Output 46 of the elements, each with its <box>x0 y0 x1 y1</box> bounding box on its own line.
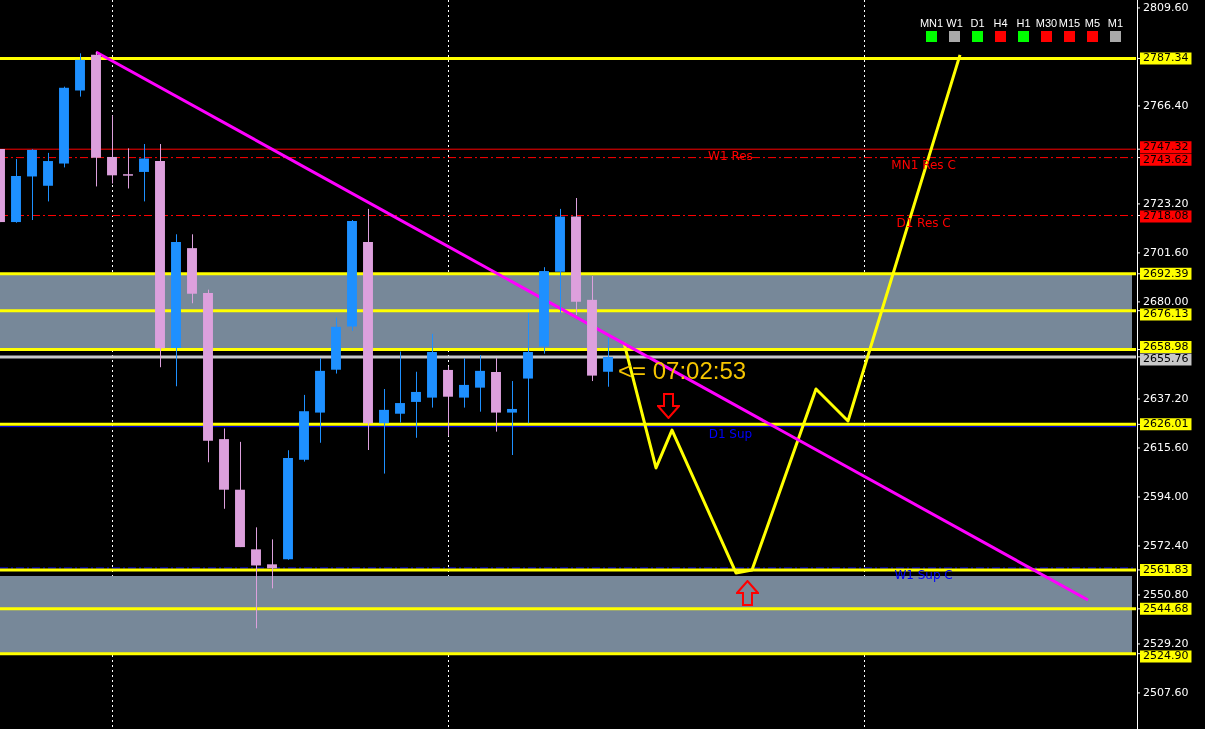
ref-line-label: 2718.08 <box>1143 209 1189 223</box>
candlestick <box>123 147 133 189</box>
y-tick-label: 2723.20 <box>1143 196 1189 210</box>
y-tick-label: 2809.60 <box>1143 0 1189 14</box>
candlestick <box>251 526 261 629</box>
annotation: D1 Sup <box>708 426 753 441</box>
candlestick <box>459 357 469 409</box>
y-tick-label: 2529.20 <box>1143 636 1189 650</box>
ref-line-label: 2743.62 <box>1143 152 1189 166</box>
y-tick-label: 2680.00 <box>1143 294 1189 308</box>
annotation: M30 <box>1035 17 1058 29</box>
y-tick-label: 2550.80 <box>1143 587 1189 601</box>
annotation: M15 <box>1058 17 1081 29</box>
candlestick <box>411 371 421 439</box>
y-tick-label: 2766.40 <box>1143 98 1189 112</box>
annotation: H1 <box>1016 17 1031 29</box>
y-tick-label: 2637.20 <box>1143 391 1189 405</box>
ref-line-label: 2655.76 <box>1143 352 1189 366</box>
ref-line-label: 2524.90 <box>1143 649 1189 663</box>
ref-line-label: 2626.01 <box>1143 417 1189 431</box>
annotation: H4 <box>993 17 1008 29</box>
ref-line-label: 2787.34 <box>1143 51 1189 65</box>
annotation: D1 <box>970 17 985 29</box>
candlestick <box>395 351 405 424</box>
ref-line-label: 2561.83 <box>1143 562 1189 576</box>
y-tick-label: 2572.40 <box>1143 538 1189 552</box>
ref-line-label: 2544.68 <box>1143 601 1189 615</box>
annotation: M5 <box>1084 17 1101 29</box>
annotation: W1 <box>946 17 963 29</box>
candlestick <box>603 337 613 388</box>
candlestick <box>267 538 277 589</box>
annotation: MN1 <box>919 17 944 29</box>
candlestick <box>139 143 149 202</box>
candlestick <box>507 380 517 456</box>
candlestick <box>475 354 485 413</box>
ref-line-label: 2676.13 <box>1143 307 1189 321</box>
candlestick <box>379 388 389 475</box>
y-tick-label: 2594.00 <box>1143 489 1189 503</box>
candlestick <box>107 114 117 184</box>
y-tick-label: 2701.60 <box>1143 245 1189 259</box>
ref-line-label: 2747.32 <box>1143 140 1189 154</box>
ref-line-label: 2658.98 <box>1143 339 1189 353</box>
y-tick-label: 2615.60 <box>1143 440 1189 454</box>
y-tick-label: 2507.60 <box>1143 685 1189 699</box>
ref-line-label: 2692.39 <box>1143 266 1189 280</box>
annotation: M1 <box>1107 17 1124 29</box>
